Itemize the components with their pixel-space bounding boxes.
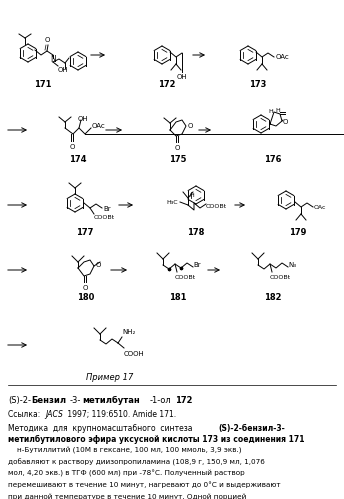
Text: 1997; 119:6510. Amide 171.: 1997; 119:6510. Amide 171. xyxy=(65,410,176,419)
Text: (S)-2-бензил-3-: (S)-2-бензил-3- xyxy=(218,424,285,433)
Text: NH₂: NH₂ xyxy=(122,329,136,335)
Text: добавляют к раствору диизопропиламина (108,9 г, 150,9 мл, 1,076: добавляют к раствору диизопропиламина (1… xyxy=(8,459,265,466)
Text: 171: 171 xyxy=(34,80,52,89)
Text: перемешивают в течение 10 минут, нагревают до 0°C и выдерживают: перемешивают в течение 10 минут, нагрева… xyxy=(8,482,281,488)
Text: Бензил: Бензил xyxy=(31,396,66,405)
Text: COOBt: COOBt xyxy=(94,215,115,220)
Text: -3-: -3- xyxy=(70,396,82,405)
Text: H₃C: H₃C xyxy=(166,200,178,205)
Text: OH: OH xyxy=(58,67,68,73)
Text: 178: 178 xyxy=(187,228,205,237)
Text: COOH: COOH xyxy=(124,351,145,357)
Text: 182: 182 xyxy=(264,293,282,302)
Text: OAc: OAc xyxy=(276,54,290,60)
Text: N: N xyxy=(50,54,56,63)
Text: 181: 181 xyxy=(169,293,187,302)
Text: Br: Br xyxy=(103,206,111,212)
Text: 172: 172 xyxy=(175,396,193,405)
Text: O: O xyxy=(44,37,50,43)
Text: H: H xyxy=(269,108,273,113)
Text: 179: 179 xyxy=(289,228,307,237)
Text: 172: 172 xyxy=(158,80,176,89)
Text: (S)-2-: (S)-2- xyxy=(8,396,31,405)
Text: COOBt: COOBt xyxy=(206,204,227,209)
Text: Методика  для  крупномасштабного  синтеза: Методика для крупномасштабного синтеза xyxy=(8,424,197,433)
Text: Пример 17: Пример 17 xyxy=(86,373,134,382)
Text: метилбутан: метилбутан xyxy=(82,396,140,405)
Text: -1-ол: -1-ол xyxy=(150,396,172,405)
Text: при данной температуре в течение 10 минут. Одной порцией: при данной температуре в течение 10 мину… xyxy=(8,493,246,499)
Text: H: H xyxy=(190,193,194,198)
Text: 180: 180 xyxy=(77,293,95,302)
Text: OAc: OAc xyxy=(314,205,326,210)
Text: 177: 177 xyxy=(76,228,94,237)
Text: OH: OH xyxy=(78,116,88,122)
Text: H: H xyxy=(276,107,280,112)
Text: 174: 174 xyxy=(69,155,87,164)
Text: 175: 175 xyxy=(169,155,187,164)
Text: мол, 4,20 экв.) в ТГФ (600 мл) при -78°C. Полученный раствор: мол, 4,20 экв.) в ТГФ (600 мл) при -78°C… xyxy=(8,470,245,477)
Text: COOBt: COOBt xyxy=(270,275,291,280)
Text: OAc: OAc xyxy=(92,123,106,129)
Text: N₃: N₃ xyxy=(288,262,296,268)
Text: O: O xyxy=(283,119,288,125)
Text: 176: 176 xyxy=(264,155,282,164)
Text: метилбутилового эфира уксусной кислоты 173 из соединения 171: метилбутилового эфира уксусной кислоты 1… xyxy=(8,435,304,444)
Text: JACS: JACS xyxy=(45,410,63,419)
Text: Ссылка:: Ссылка: xyxy=(8,410,43,419)
Text: O: O xyxy=(174,145,180,151)
Text: 173: 173 xyxy=(249,80,267,89)
Text: O: O xyxy=(82,285,88,291)
Text: н-Бутиллитий (10М в гексане, 100 мл, 100 ммоль, 3,9 экв.): н-Бутиллитий (10М в гексане, 100 мл, 100… xyxy=(8,447,241,454)
Text: O: O xyxy=(69,144,75,150)
Text: COOBt: COOBt xyxy=(175,275,196,280)
Text: Br: Br xyxy=(193,262,201,268)
Text: OH: OH xyxy=(177,74,187,80)
Text: O: O xyxy=(188,123,193,129)
Text: O: O xyxy=(96,262,101,268)
